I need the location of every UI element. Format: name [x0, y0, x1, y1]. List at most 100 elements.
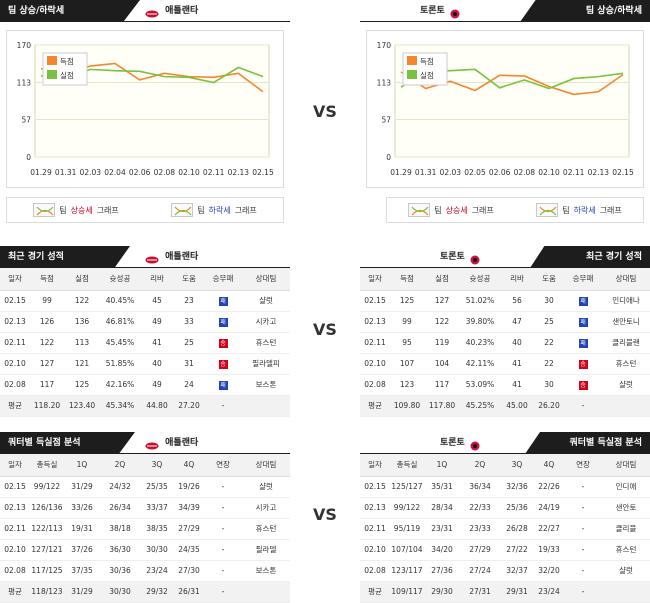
- toronto-raptors-logo-icon: [448, 6, 462, 18]
- table-cell: 02.10: [0, 353, 30, 375]
- table-cell: 22/27: [534, 518, 564, 540]
- y-tick-label: 57: [21, 115, 31, 124]
- x-tick-label: 02.13: [588, 168, 610, 177]
- table-cell: 46.81%: [100, 311, 140, 333]
- table-cell: 보스톤: [242, 374, 290, 396]
- table-row: 02.13 99/122 28/34 22/33 25/36 24/19- 샌안토: [360, 497, 650, 519]
- legend-suffix: 그래프: [234, 205, 257, 215]
- table-cell: 104: [424, 353, 460, 375]
- table-cell: 118.20: [30, 395, 64, 417]
- table-cell: -: [564, 395, 602, 417]
- divider: [360, 21, 650, 22]
- column-header: 슛성공: [460, 268, 500, 291]
- y-tick-label: 0: [386, 153, 391, 162]
- legend-down-label: 하락세: [573, 205, 596, 215]
- table-cell: 27.20: [174, 395, 204, 417]
- table-cell: 22: [534, 332, 564, 354]
- plot-area: [394, 44, 630, 158]
- x-tick-label: 02.06: [129, 168, 151, 177]
- table-cell: 25/36: [500, 497, 534, 519]
- recent-team-left: 애틀랜타: [145, 246, 198, 268]
- column-header: 총득실: [390, 454, 424, 477]
- table-cell: 45.45%: [100, 332, 140, 354]
- up-trend-graph-icon: [33, 203, 56, 217]
- table-cell: 26/34: [100, 497, 140, 519]
- quarter-title: 쿼터별 득실점 분석: [8, 438, 81, 448]
- column-header: 득점: [30, 268, 64, 291]
- table-cell: 30: [534, 290, 564, 312]
- atlanta-hawks-logo-icon: [145, 252, 159, 263]
- table-cell: 40.23%: [460, 332, 500, 354]
- table-cell: 02.10: [0, 539, 30, 561]
- table-cell: 30/30: [140, 539, 174, 561]
- column-header: 리바: [500, 268, 534, 291]
- table-row: 02.13 126/136 33/26 26/34 33/37 34/39- 시카고: [0, 497, 290, 519]
- table-cell: 24: [174, 374, 204, 396]
- y-tick-label: 170: [377, 41, 392, 50]
- table-cell: 39.80%: [460, 311, 500, 333]
- table-cell: 99/122: [30, 476, 64, 498]
- table-cell: 49: [140, 311, 174, 333]
- table-cell: 02.13: [0, 497, 30, 519]
- table-cell: 02.13: [360, 497, 390, 519]
- table-cell: 36/34: [460, 476, 500, 498]
- column-header: 4Q: [174, 454, 204, 477]
- table-cell: 136: [64, 311, 100, 333]
- table-cell: 41: [500, 374, 534, 396]
- toronto-raptors-logo-icon: [468, 438, 482, 450]
- legend-prefix: 팀: [197, 205, 205, 215]
- table-cell: 122: [30, 332, 64, 354]
- table-cell: 126/136: [30, 497, 64, 519]
- table-cell: 클리블랜: [602, 332, 650, 354]
- table-row: 02.15 99 122 40.45% 45 23 패 샬럿: [0, 290, 290, 312]
- table-cell: 27/36: [424, 560, 460, 582]
- x-tick-label: 02.10: [538, 168, 560, 177]
- legend-entry: 실점: [60, 70, 74, 80]
- win-badge: 승: [218, 359, 228, 369]
- table-cell: 02.11: [0, 332, 30, 354]
- table-cell: 53.09%: [460, 374, 500, 396]
- table-cell: 샌안토: [602, 497, 650, 519]
- legend-swatch: [407, 70, 417, 79]
- table-cell: 02.15: [360, 290, 390, 312]
- quarter-panel-left: 쿼터별 득실점 분석 애틀랜타 일자 총득실 1Q 2Q 3Q 4Q 연장 상대팀 02.15 9…: [0, 432, 290, 603]
- table-cell: 27/31: [460, 581, 500, 603]
- table-cell: 99: [30, 290, 64, 312]
- table-cell: 107/104: [390, 539, 424, 561]
- table-cell: 02.15: [0, 290, 30, 312]
- table-cell: 33/26: [64, 497, 100, 519]
- column-header: 1Q: [424, 454, 460, 477]
- legend-prefix: 팀: [562, 205, 570, 215]
- divider: [360, 267, 650, 268]
- table-cell: 117/125: [30, 560, 64, 582]
- table-cell: 27/22: [500, 539, 534, 561]
- column-header: 2Q: [100, 454, 140, 477]
- table-row: 02.08 117/125 37/35 30/36 23/24 27/30- 보스톤: [0, 560, 290, 582]
- vs-label-recent: VS: [313, 320, 337, 339]
- average-row: 평균 109.80 117.80 45.25% 45.00 26.20-: [360, 395, 650, 417]
- recent-panel-right: 최근 경기 성적 토론토 일자 득점 실점 슛성공 리바 도움 승무패 상대팀 02.15 125…: [360, 246, 650, 417]
- table-cell: 31/29: [64, 476, 100, 498]
- x-tick-label: 02.04: [104, 168, 126, 177]
- table-cell: 122/113: [30, 518, 64, 540]
- table-cell: 인디애: [602, 476, 650, 498]
- loss-badge: 패: [578, 317, 588, 327]
- table-cell: 122: [424, 311, 460, 333]
- table-cell: -: [564, 539, 602, 561]
- table-row: 02.13 99 122 39.80% 47 25 패 샌안토니: [360, 311, 650, 333]
- table-cell: 51.85%: [100, 353, 140, 375]
- table-cell: 113: [64, 332, 100, 354]
- legend-suffix: 그래프: [471, 205, 494, 215]
- table-cell: 32/20: [534, 560, 564, 582]
- up-trend-legend: 팀 상승세 그래프: [408, 203, 494, 217]
- table-cell: 샬럿: [602, 560, 650, 582]
- table-cell: 27/30: [174, 560, 204, 582]
- table-row: 02.08 117 125 42.16% 49 24 패 보스톤: [0, 374, 290, 396]
- table-cell: -: [204, 395, 242, 417]
- table-cell: 27/29: [174, 518, 204, 540]
- table-cell: 25: [534, 311, 564, 333]
- table-cell: 보스톤: [242, 560, 290, 582]
- table-cell: 샌안토니: [602, 311, 650, 333]
- recent-team-name: 토론토: [440, 252, 465, 262]
- table-cell: [602, 395, 650, 417]
